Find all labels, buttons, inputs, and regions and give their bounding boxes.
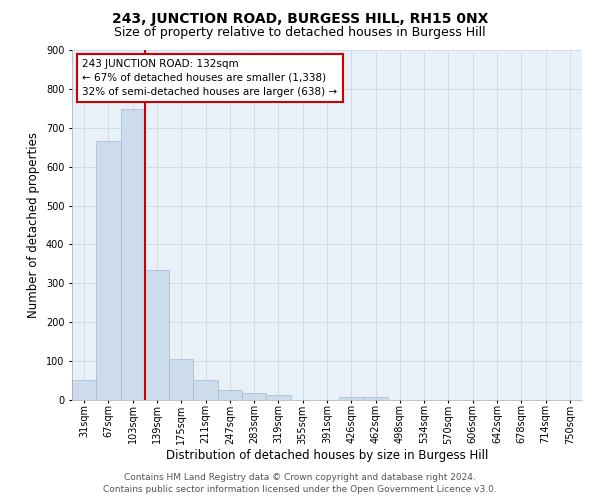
- Text: 243, JUNCTION ROAD, BURGESS HILL, RH15 0NX: 243, JUNCTION ROAD, BURGESS HILL, RH15 0…: [112, 12, 488, 26]
- Bar: [242, 394, 266, 400]
- X-axis label: Distribution of detached houses by size in Burgess Hill: Distribution of detached houses by size …: [166, 449, 488, 462]
- Bar: [193, 380, 218, 400]
- Bar: [218, 390, 242, 400]
- Bar: [72, 380, 96, 400]
- Y-axis label: Number of detached properties: Number of detached properties: [28, 132, 40, 318]
- Bar: [169, 359, 193, 400]
- Bar: [96, 142, 121, 400]
- Bar: [339, 397, 364, 400]
- Bar: [145, 270, 169, 400]
- Bar: [364, 397, 388, 400]
- Text: 243 JUNCTION ROAD: 132sqm
← 67% of detached houses are smaller (1,338)
32% of se: 243 JUNCTION ROAD: 132sqm ← 67% of detac…: [82, 58, 337, 97]
- Text: Size of property relative to detached houses in Burgess Hill: Size of property relative to detached ho…: [114, 26, 486, 39]
- Bar: [266, 395, 290, 400]
- Text: Contains HM Land Registry data © Crown copyright and database right 2024.
Contai: Contains HM Land Registry data © Crown c…: [103, 473, 497, 494]
- Bar: [121, 109, 145, 400]
